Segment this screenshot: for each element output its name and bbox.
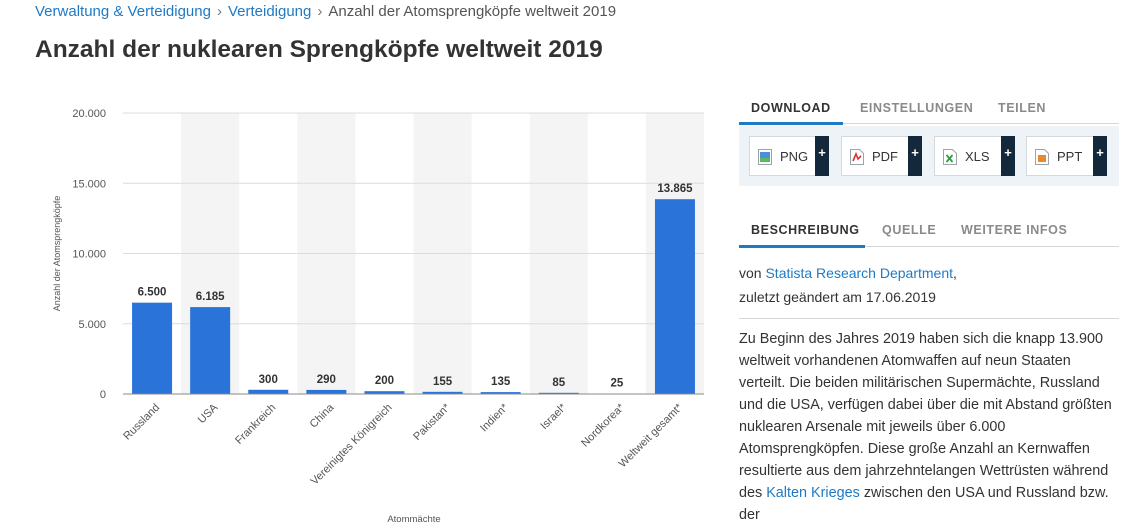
- data-label: 25: [610, 378, 623, 390]
- y-tick-label: 0: [100, 389, 106, 401]
- x-tick-label: Weltweit gesamt*: [617, 401, 686, 470]
- description-part-1: Zu Beginn des Jahres 2019 haben sich die…: [739, 331, 1112, 501]
- author-prefix: von: [739, 265, 762, 281]
- y-tick-label: 10.000: [72, 249, 106, 261]
- png-file-icon: [758, 149, 772, 165]
- bar: [422, 391, 463, 394]
- download-ppt-more[interactable]: +: [1093, 136, 1107, 176]
- tab-download[interactable]: DOWNLOAD: [751, 101, 831, 115]
- author-link[interactable]: Statista Research Department: [765, 265, 953, 281]
- y-axis-title: Anzahl der Atomsprengköpfe: [52, 196, 62, 312]
- data-label: 6.500: [138, 287, 167, 299]
- active-tab-indicator: [739, 122, 843, 125]
- bar: [480, 392, 521, 394]
- pdf-file-icon: [850, 149, 864, 165]
- description-text: Zu Beginn des Jahres 2019 haben sich die…: [739, 328, 1121, 526]
- download-png-button[interactable]: PNG +: [749, 136, 829, 176]
- download-pdf-more[interactable]: +: [908, 136, 922, 176]
- download-xls-more[interactable]: +: [1001, 136, 1015, 176]
- x-tick-label: China: [308, 401, 337, 430]
- x-axis-title: Atommächte: [387, 514, 440, 525]
- data-label: 135: [491, 376, 511, 388]
- author-line: von Statista Research Department,: [739, 265, 957, 281]
- breadcrumb-separator: ›: [216, 3, 222, 20]
- breadcrumb: Verwaltung & Verteidigung › Verteidigung › A…: [35, 3, 616, 20]
- bar-chart: 0 5.000 10.000 15.000 20.000 6.500 Russland 6.1…: [52, 108, 704, 525]
- bar: [364, 391, 405, 394]
- active-tab-indicator: [739, 245, 865, 248]
- x-tick-label: USA: [196, 401, 221, 426]
- x-tick-label: Pakistan*: [411, 401, 453, 443]
- download-png-label: PNG: [780, 149, 809, 164]
- x-tick-label: Israel*: [538, 401, 569, 432]
- download-pdf-label: PDF: [872, 149, 898, 164]
- data-label: 290: [317, 374, 336, 386]
- kalter-krieg-link[interactable]: Kalten Krieges: [766, 485, 860, 501]
- bar: [190, 307, 231, 394]
- download-ppt-button[interactable]: PPT +: [1026, 136, 1107, 176]
- data-label: 300: [259, 374, 278, 386]
- download-xls-button[interactable]: XLS +: [934, 136, 1015, 176]
- tab-quelle[interactable]: QUELLE: [882, 223, 937, 237]
- bar: [132, 302, 173, 394]
- x-tick-label: Indien*: [478, 401, 511, 434]
- bar: [248, 389, 289, 394]
- download-pdf-button[interactable]: PDF +: [841, 136, 922, 176]
- x-tick-label: Nordkorea*: [579, 401, 627, 449]
- y-tick-label: 15.000: [72, 178, 106, 190]
- data-label: 85: [552, 377, 565, 389]
- tab-weitere-infos[interactable]: WEITERE INFOS: [961, 223, 1068, 237]
- download-ppt-label: PPT: [1057, 149, 1083, 164]
- data-label: 155: [433, 376, 453, 388]
- x-tick-label: Frankreich: [233, 402, 278, 447]
- y-tick-label: 20.000: [72, 108, 106, 120]
- data-label: 6.185: [196, 291, 225, 303]
- breadcrumb-link-verwaltung[interactable]: Verwaltung & Verteidigung: [35, 3, 211, 20]
- page-title: Anzahl der nuklearen Sprengköpfe weltwei…: [35, 36, 603, 63]
- data-label: 200: [375, 375, 394, 387]
- breadcrumb-separator: ›: [317, 3, 323, 20]
- xls-file-icon: [943, 149, 957, 165]
- tab-beschreibung[interactable]: BESCHREIBUNG: [751, 223, 860, 237]
- tab-einstellungen[interactable]: EINSTELLUNGEN: [860, 101, 974, 115]
- breadcrumb-link-verteidigung[interactable]: Verteidigung: [227, 3, 312, 20]
- ppt-file-icon: [1035, 149, 1049, 165]
- description-part-2: zwischen den USA und Russland bzw. der: [739, 485, 1109, 523]
- breadcrumb-current: Anzahl der Atomsprengköpfe weltweit 2019: [328, 3, 617, 20]
- download-box: PNG + PDF + XLS + PPT +: [739, 126, 1119, 186]
- divider: [739, 318, 1119, 319]
- last-updated: zuletzt geändert am 17.06.2019: [739, 289, 936, 305]
- author-suffix: ,: [953, 265, 957, 281]
- download-png-more[interactable]: +: [815, 136, 829, 176]
- download-tabs: DOWNLOAD EINSTELLUNGEN TEILEN: [739, 101, 1119, 125]
- y-tick-label: 5.000: [78, 319, 106, 331]
- bar: [538, 392, 579, 394]
- download-xls-label: XLS: [965, 149, 990, 164]
- x-tick-label: Russland: [121, 402, 162, 443]
- bar: [306, 389, 347, 394]
- bar: [654, 199, 695, 394]
- info-tabs: BESCHREIBUNG QUELLE WEITERE INFOS: [739, 223, 1119, 248]
- data-label: 13.865: [657, 183, 693, 195]
- tab-teilen[interactable]: TEILEN: [998, 101, 1047, 115]
